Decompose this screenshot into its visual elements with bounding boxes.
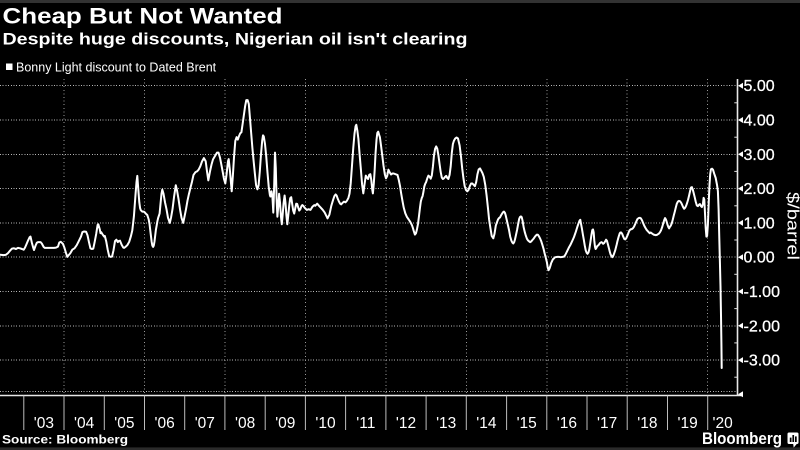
svg-text:1.00: 1.00 [744, 215, 775, 232]
svg-text:'16: '16 [557, 415, 577, 432]
svg-text:'18: '18 [637, 415, 657, 432]
svg-text:'08: '08 [235, 415, 255, 432]
svg-text:-2.00: -2.00 [744, 318, 781, 335]
svg-text:'13: '13 [436, 415, 456, 432]
svg-text:'12: '12 [396, 415, 416, 432]
svg-text:Cheap But Not Wanted: Cheap But Not Wanted [3, 4, 283, 29]
svg-text:Bonny Light discount to Dated: Bonny Light discount to Dated Brent [16, 61, 217, 75]
svg-text:3.00: 3.00 [744, 147, 775, 164]
svg-text:0.00: 0.00 [744, 250, 775, 267]
svg-text:Bloomberg: Bloomberg [702, 430, 782, 448]
svg-text:-1.00: -1.00 [744, 284, 781, 301]
svg-text:2.00: 2.00 [744, 181, 775, 198]
svg-text:Despite huge discounts, Nigeri: Despite huge discounts, Nigerian oil isn… [3, 31, 468, 49]
svg-text:'09: '09 [275, 415, 295, 432]
svg-text:'07: '07 [195, 415, 215, 432]
svg-text:'11: '11 [356, 415, 375, 432]
svg-text:-3.00: -3.00 [744, 353, 781, 370]
svg-text:Source: Bloomberg: Source: Bloomberg [2, 433, 128, 447]
svg-text:'10: '10 [315, 415, 336, 432]
svg-text:'05: '05 [114, 415, 134, 432]
svg-text:'14: '14 [476, 415, 497, 432]
svg-text:'04: '04 [74, 415, 95, 432]
svg-text:'03: '03 [34, 415, 54, 432]
svg-text:5.00: 5.00 [744, 78, 775, 95]
svg-text:'17: '17 [597, 415, 617, 432]
svg-text:'19: '19 [677, 415, 697, 432]
svg-text:'15: '15 [517, 415, 537, 432]
svg-text:'20: '20 [712, 415, 733, 432]
svg-text:4.00: 4.00 [744, 113, 775, 130]
svg-text:'06: '06 [154, 415, 174, 432]
svg-text:$/barrel: $/barrel [784, 192, 800, 260]
